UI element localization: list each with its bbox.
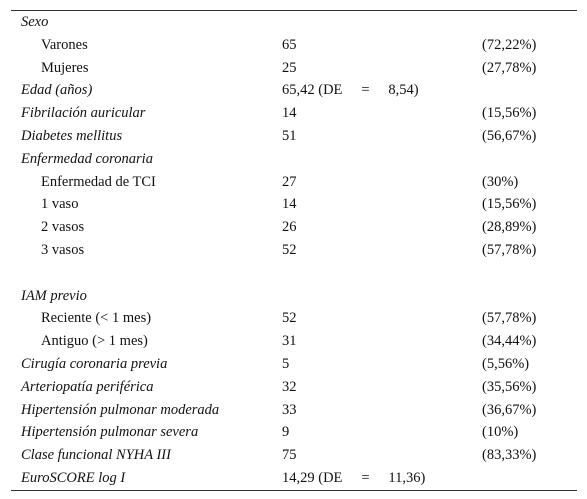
- table-row: Reciente (< 1 mes) 52 (57,78%): [11, 307, 577, 330]
- row-label: 3 vasos: [41, 241, 85, 258]
- row-percentage: (36,67%): [482, 401, 537, 418]
- row-percentage: (34,44%): [482, 333, 537, 350]
- row-percentage: (72,22%): [482, 36, 537, 53]
- row-value: 33: [282, 399, 297, 422]
- row-value-main: 27: [282, 173, 297, 190]
- table-spacer-row: [11, 262, 577, 285]
- row-value-main: 32: [282, 378, 297, 395]
- row-value: 26: [282, 216, 297, 239]
- row-percentage: (27,78%): [482, 59, 537, 76]
- row-label: Reciente (< 1 mes): [41, 310, 152, 327]
- row-label: Sexo: [21, 14, 49, 30]
- row-percentage: (35,56%): [482, 378, 537, 395]
- row-value: 14: [282, 193, 297, 216]
- row-value-main: 33: [282, 401, 297, 418]
- table-row: Mujeres 25 (27,78%): [11, 57, 577, 80]
- row-value-main: 51: [282, 127, 297, 144]
- table-row: Clase funcional NYHA III 75 (83,33%): [11, 444, 577, 467]
- row-value: 14,29 (DE = 11,36): [282, 467, 425, 490]
- row-value: 52: [282, 239, 297, 262]
- table-row: Enfermedad de TCI 27 (30%): [11, 171, 577, 194]
- row-value-main: 25: [282, 59, 297, 76]
- row-value-equals: =: [361, 469, 370, 486]
- row-value-main: 52: [282, 310, 297, 327]
- row-label: Fibrilación auricular: [21, 105, 146, 122]
- row-value-main: 14,29 (DE: [282, 469, 343, 486]
- patient-characteristics-table: Sexo Varones 65 (72,22%) Mujeres 25 (27,78%) Ed…: [11, 10, 577, 491]
- table-row: IAM previo: [11, 285, 577, 308]
- table-row: 2 vasos 26 (28,89%): [11, 216, 577, 239]
- row-label: 2 vasos: [41, 219, 85, 236]
- row-label: Diabetes mellitus: [21, 127, 123, 144]
- row-label: Varones: [41, 36, 88, 53]
- row-percentage: (57,78%): [482, 241, 537, 258]
- table-row: Varones 65 (72,22%): [11, 34, 577, 57]
- table-row: Sexo: [11, 11, 577, 34]
- table-row: EuroSCORE log I 14,29 (DE = 11,36): [11, 467, 577, 490]
- row-value-main: 9: [282, 424, 290, 441]
- row-value-main: 65: [282, 36, 297, 53]
- row-percentage: (15,56%): [482, 196, 537, 213]
- table-row: Edad (años) 65,42 (DE = 8,54): [11, 79, 577, 102]
- row-value-main: 75: [282, 447, 297, 464]
- row-label: Antiguo (> 1 mes): [41, 333, 148, 350]
- row-value: 65,42 (DE = 8,54): [282, 79, 419, 102]
- row-label: Cirugía coronaria previa: [21, 355, 168, 372]
- row-value-sd: 8,54): [388, 82, 419, 99]
- row-value-main: 26: [282, 219, 297, 236]
- row-value: 51: [282, 125, 297, 148]
- row-label: Enfermedad de TCI: [41, 173, 156, 190]
- row-value-main: 52: [282, 241, 297, 258]
- row-percentage: (5,56%): [482, 355, 530, 372]
- table-row: Fibrilación auricular 14 (15,56%): [11, 102, 577, 125]
- row-value-sd: 11,36): [388, 469, 426, 486]
- table-row: Diabetes mellitus 51 (56,67%): [11, 125, 577, 148]
- row-label: Arteriopatía periférica: [21, 378, 154, 395]
- row-value: 14: [282, 102, 297, 125]
- row-label: EuroSCORE log I: [21, 469, 126, 486]
- row-value-main: 5: [282, 355, 290, 372]
- row-percentage: (56,67%): [482, 127, 537, 144]
- row-percentage: (15,56%): [482, 105, 537, 122]
- table-row: Enfermedad coronaria: [11, 148, 577, 171]
- row-value-equals: =: [361, 82, 370, 99]
- row-value: 52: [282, 307, 297, 330]
- table-row: Arteriopatía periférica 32 (35,56%): [11, 376, 577, 399]
- row-percentage: (10%): [482, 424, 519, 441]
- row-value-main: 31: [282, 333, 297, 350]
- row-label: Clase funcional NYHA III: [21, 447, 171, 464]
- table-row: Hipertensión pulmonar severa 9 (10%): [11, 421, 577, 444]
- row-label: Hipertensión pulmonar severa: [21, 424, 199, 441]
- row-label: Mujeres: [41, 59, 89, 76]
- row-percentage: (30%): [482, 173, 519, 190]
- row-value: 25: [282, 57, 297, 80]
- table-row: Antiguo (> 1 mes) 31 (34,44%): [11, 330, 577, 353]
- table-row: 1 vaso 14 (15,56%): [11, 193, 577, 216]
- row-label: Enfermedad coronaria: [21, 150, 153, 167]
- row-percentage: (57,78%): [482, 310, 537, 327]
- row-label: IAM previo: [21, 287, 87, 304]
- row-value: 31: [282, 330, 297, 353]
- row-value: 27: [282, 171, 297, 194]
- table-row: Hipertensión pulmonar moderada 33 (36,67%): [11, 399, 577, 422]
- table-row: Cirugía coronaria previa 5 (5,56%): [11, 353, 577, 376]
- row-label: Edad (años): [21, 82, 93, 99]
- row-label: 1 vaso: [41, 196, 79, 213]
- table-row: 3 vasos 52 (57,78%): [11, 239, 577, 262]
- row-percentage: (28,89%): [482, 219, 537, 236]
- row-value-main: 14: [282, 105, 297, 122]
- row-percentage: (83,33%): [482, 447, 537, 464]
- row-value: 5: [282, 353, 289, 376]
- row-value: 65: [282, 34, 297, 57]
- row-value: 32: [282, 376, 297, 399]
- row-value-main: 65,42 (DE: [282, 82, 343, 99]
- row-value-main: 14: [282, 196, 297, 213]
- row-label: Hipertensión pulmonar moderada: [21, 401, 220, 418]
- row-value: 75: [282, 444, 297, 467]
- row-value: 9: [282, 421, 289, 444]
